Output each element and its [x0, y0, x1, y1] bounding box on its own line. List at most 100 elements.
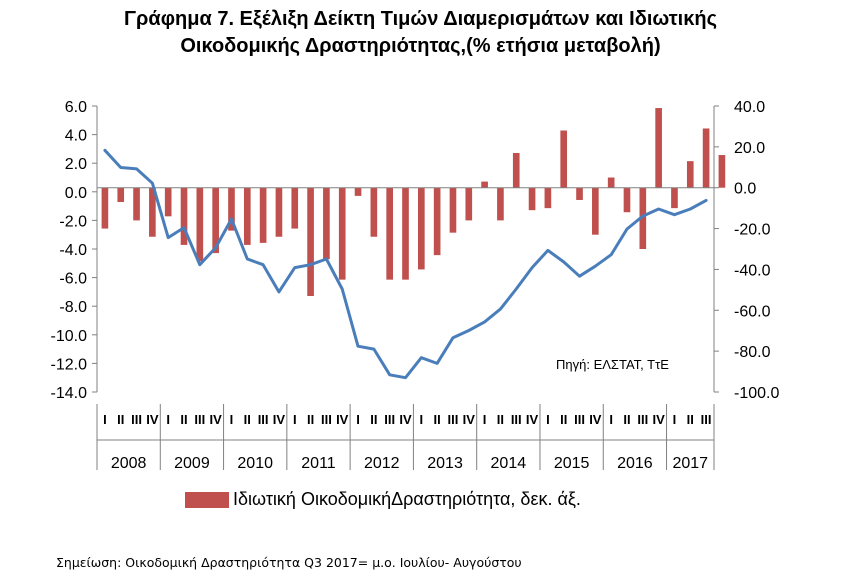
bar	[417, 187, 425, 270]
bar	[607, 177, 615, 188]
quarter-label: IV	[146, 412, 159, 427]
bar	[323, 187, 330, 260]
left-axis-tick-label: -8.0	[59, 299, 87, 316]
quarter-label: III	[384, 412, 395, 427]
right-axis-tick-label: 40.0	[734, 99, 765, 116]
bar	[718, 155, 726, 188]
chart-title-line-2: Οικοδομικής Δραστηριότητας,(% ετήσια μετ…	[180, 35, 661, 57]
bar	[101, 187, 109, 229]
right-axis-tick-label: 20.0	[734, 140, 765, 157]
bar	[259, 187, 267, 243]
left-axis-tick-label: -14.0	[51, 385, 88, 402]
price-index-line	[103, 148, 708, 380]
source-label: Πηγή: ΕΛΣΤΑΤ, ΤτΕ	[556, 357, 669, 372]
chart-title-line-1: Γράφημα 7. Εξέλιξη Δείκτη Τιμών Διαμερισ…	[124, 8, 717, 30]
legend: Ιδιωτική ΟικοδομικήΔραστηριότητα, δεκ. ά…	[185, 489, 581, 510]
legend-swatch-bars	[185, 491, 229, 508]
bar	[370, 187, 378, 237]
quarter-label: III	[258, 412, 269, 427]
bar	[164, 187, 172, 217]
bar	[560, 130, 568, 188]
bar	[655, 108, 662, 188]
quarter-label: IV	[652, 412, 665, 427]
legend-label-bars: Ιδιωτική ΟικοδομικήΔραστηριότητα, δεκ. ά…	[233, 489, 581, 509]
quarter-label: I	[356, 412, 360, 427]
right-axis-tick-label: -20.0	[734, 222, 771, 239]
year-label: 2012	[364, 455, 400, 472]
quarter-label: IV	[210, 412, 223, 427]
year-label: 2016	[617, 455, 653, 472]
left-axis-tick-label: 4.0	[65, 128, 87, 145]
year-label: 2009	[174, 455, 210, 472]
quarter-label: IV	[463, 412, 476, 427]
bar	[196, 187, 204, 262]
bar	[512, 152, 520, 188]
bar	[291, 187, 299, 229]
year-label: 2017	[672, 455, 708, 472]
right-axis-tick-label: -60.0	[734, 303, 771, 320]
bar	[592, 187, 599, 235]
quarter-label: III	[448, 412, 459, 427]
left-axis-tick-label: -6.0	[59, 271, 87, 288]
quarter-label: II	[560, 412, 567, 427]
bar	[497, 187, 504, 221]
quarter-label: II	[244, 412, 251, 427]
bar	[544, 187, 552, 209]
bar	[386, 187, 394, 280]
right-axis-tick-label: -80.0	[734, 344, 771, 361]
bar	[275, 187, 283, 237]
left-axis-tick-label: -10.0	[51, 328, 88, 345]
quarter-label: I	[166, 412, 170, 427]
bar	[481, 181, 488, 188]
left-axis-tick-label: -2.0	[59, 213, 87, 230]
left-axis-tick-label: 2.0	[65, 156, 87, 173]
quarter-label: I	[673, 412, 677, 427]
bar	[449, 187, 457, 233]
quarter-label: II	[434, 412, 441, 427]
bar	[433, 187, 441, 256]
right-axis-tick-label: 0.0	[734, 181, 756, 198]
line-series	[103, 148, 708, 380]
bar	[180, 187, 188, 245]
bar	[528, 187, 536, 211]
quarter-label: I	[230, 412, 234, 427]
year-label: 2014	[491, 455, 527, 472]
bar	[639, 187, 647, 249]
right-axis-tick-label: -100.0	[734, 385, 779, 402]
quarter-label: I	[483, 412, 487, 427]
bar	[576, 187, 583, 200]
quarter-label: II	[370, 412, 377, 427]
bar	[671, 187, 678, 209]
quarter-label: III	[701, 412, 712, 427]
quarter-label: II	[497, 412, 504, 427]
quarter-label: IV	[526, 412, 539, 427]
right-axis: 40.0 20.0 0.0 -20.0 -40.0 -60.0 -80.0 -100.0	[713, 99, 779, 402]
quarter-label: III	[574, 412, 585, 427]
quarter-label: II	[180, 412, 187, 427]
bar	[338, 187, 346, 280]
year-label: 2008	[111, 455, 147, 472]
quarter-label: I	[420, 412, 424, 427]
bar	[354, 187, 362, 196]
quarter-label: IV	[273, 412, 286, 427]
year-label: 2013	[427, 455, 463, 472]
bar	[465, 187, 473, 221]
left-axis-tick-label: 6.0	[65, 99, 87, 116]
bar	[117, 187, 125, 203]
quarter-label: I	[293, 412, 297, 427]
quarter-label: III	[637, 412, 648, 427]
quarter-label: IV	[336, 412, 349, 427]
year-label: 2015	[554, 455, 590, 472]
quarter-label: IV	[399, 412, 412, 427]
bar	[307, 187, 314, 296]
quarter-label: II	[117, 412, 124, 427]
bar	[243, 187, 251, 245]
left-axis-tick-label: -12.0	[51, 356, 88, 373]
quarter-label: III	[321, 412, 332, 427]
bar	[623, 187, 631, 213]
quarter-label: II	[623, 412, 630, 427]
year-label: 2010	[237, 455, 273, 472]
bar	[133, 187, 140, 221]
